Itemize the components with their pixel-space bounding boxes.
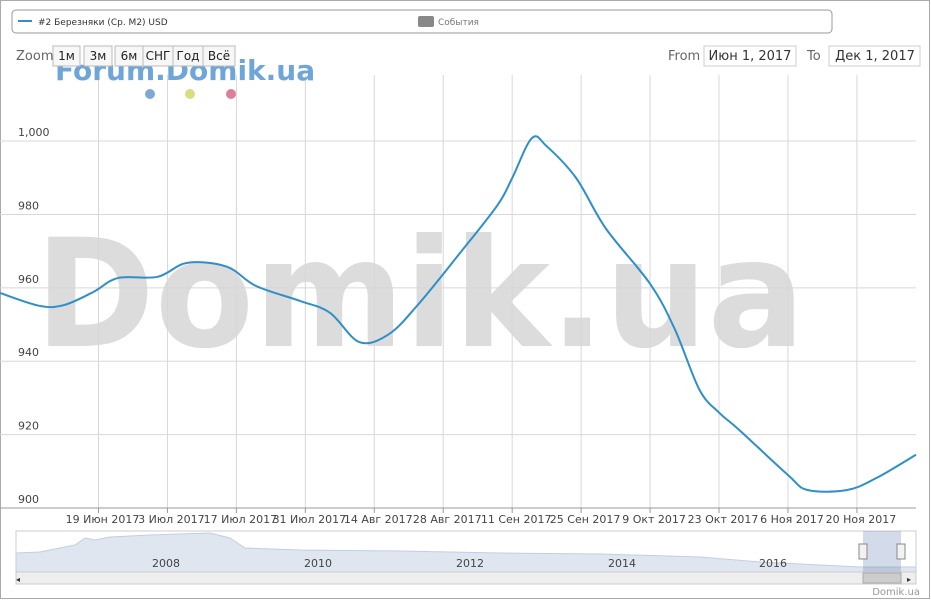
legend-label[interactable]: #2 Березняки (Ср. М2) USD [38, 18, 168, 28]
zoom-button-label: 6м [121, 49, 138, 63]
navigator-handle[interactable] [858, 543, 868, 560]
watermark: Domik.ua [35, 208, 805, 382]
y-tick-label: 960 [18, 273, 39, 286]
from-value: Июн 1, 2017 [709, 49, 792, 64]
zoom-button[interactable] [83, 45, 113, 67]
to-label: To [806, 49, 821, 64]
x-tick-label: 17 Июл 2017 [204, 513, 278, 526]
from-input[interactable] [703, 45, 797, 67]
from-label: From [668, 49, 700, 64]
y-tick-label: 940 [18, 346, 39, 359]
zoom-label: Zoom [16, 49, 53, 64]
scroll-right[interactable]: ▸ [907, 575, 911, 584]
x-tick-label: 20 Ноя 2017 [826, 513, 897, 526]
y-tick-label: 1,000 [18, 126, 50, 139]
x-tick-label: 9 Окт 2017 [622, 513, 686, 526]
navigator-series [15, 532, 917, 573]
y-tick-label: 920 [18, 420, 39, 433]
scrollbar-thumb[interactable] [862, 572, 902, 584]
x-tick-label: 25 Сен 2017 [550, 513, 621, 526]
navigator-year: 2008 [152, 557, 180, 570]
zoom-button-label: 1м [58, 49, 75, 63]
series-line [0, 135, 917, 493]
zoom-button-label: Год [177, 49, 200, 63]
zoom-button[interactable] [202, 45, 236, 67]
zoom-button-label: Всё [208, 49, 230, 63]
x-tick-label: 28 Авг 2017 [413, 513, 482, 526]
dot [145, 89, 155, 99]
scroll-left[interactable]: ◂ [16, 575, 20, 584]
x-tick-label: 3 Июл 2017 [138, 513, 205, 526]
plot-area [0, 75, 916, 513]
to-value: Дек 1, 2017 [835, 49, 915, 64]
zoom-button-label: 3м [90, 49, 107, 63]
navigator-year: 2014 [608, 557, 636, 570]
y-tick-label: 900 [18, 493, 39, 506]
navigator-year: 2016 [759, 557, 787, 570]
x-tick-label: 31 Июл 2017 [273, 513, 347, 526]
y-tick-label: 980 [18, 199, 39, 212]
events-icon [418, 16, 434, 27]
x-tick-label: 11 Сен 2017 [481, 513, 552, 526]
x-tick-label: 14 Авг 2017 [344, 513, 413, 526]
zoom-button[interactable] [52, 45, 81, 67]
navigator-handle[interactable] [896, 543, 906, 560]
scrollbar[interactable] [15, 571, 917, 585]
navigator-year: 2012 [456, 557, 484, 570]
navigator-mask [863, 531, 901, 572]
zoom-button-label: СНГ [146, 49, 171, 63]
x-tick-label: 6 Ноя 2017 [760, 513, 824, 526]
x-tick-label: 19 Июн 2017 [66, 513, 140, 526]
events-label[interactable]: События [438, 18, 479, 28]
dot [226, 89, 236, 99]
to-input[interactable] [828, 45, 921, 67]
dot [185, 89, 195, 99]
x-tick-label: 23 Окт 2017 [688, 513, 759, 526]
navigator-year: 2010 [304, 557, 332, 570]
credits[interactable]: Domik.ua [872, 587, 920, 598]
